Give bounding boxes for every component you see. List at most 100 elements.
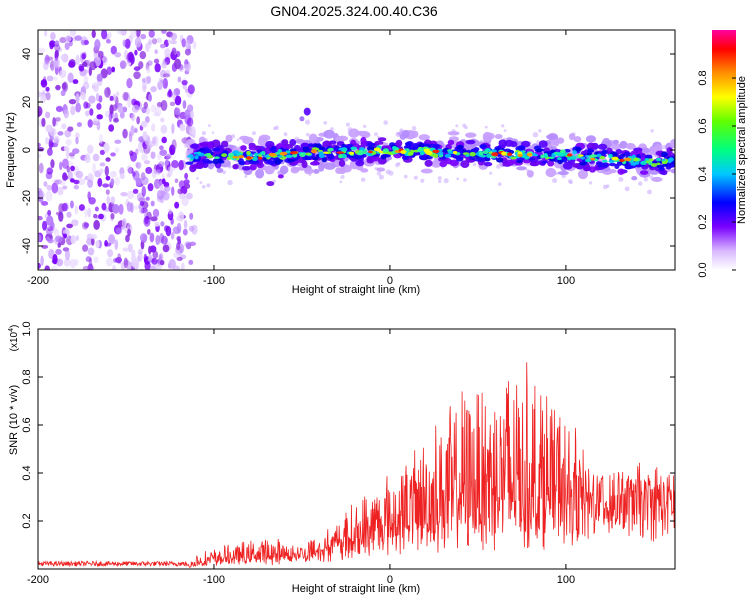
band-blob — [307, 143, 315, 148]
noise-blob — [159, 149, 168, 156]
noise-blob — [188, 225, 195, 232]
noise-blob — [87, 119, 93, 128]
hot-spot — [232, 155, 239, 159]
noise-blob — [178, 243, 185, 254]
noise-blob — [63, 146, 70, 152]
noise-blob — [162, 73, 171, 78]
band-blob — [192, 163, 203, 169]
noise-blob — [47, 147, 53, 156]
noise-blob — [151, 258, 158, 265]
faint-dot — [244, 174, 248, 178]
noise-blob — [171, 47, 177, 55]
band-blob — [568, 133, 576, 141]
noise-blob — [41, 201, 49, 206]
faint-dot — [496, 164, 501, 169]
noise-blob — [115, 91, 120, 97]
noise-blob — [158, 161, 165, 168]
noise-blob — [164, 185, 171, 192]
band-blob — [193, 152, 200, 155]
band-blob — [545, 167, 557, 178]
faint-dot — [443, 178, 449, 184]
noise-blob — [184, 109, 191, 119]
band-blob — [641, 147, 651, 153]
band-blob — [359, 147, 365, 150]
noise-blob — [122, 247, 129, 252]
snr-x-axis-label: Height of straight line (km) — [292, 583, 420, 595]
noise-blob — [153, 58, 160, 64]
faint-dot — [413, 175, 418, 180]
band-blob — [479, 144, 487, 149]
noise-blob — [165, 225, 172, 237]
noise-blob — [111, 66, 116, 73]
noise-blob — [49, 32, 56, 41]
noise-blob — [47, 226, 54, 232]
band-blob — [496, 157, 504, 163]
hot-spot — [491, 152, 499, 157]
noise-blob — [155, 234, 161, 246]
noise-blob — [118, 203, 124, 215]
band-blob — [560, 149, 566, 154]
band-blob — [258, 134, 271, 142]
noise-blob — [98, 95, 103, 103]
noise-blob — [127, 166, 134, 174]
noise-blob — [55, 258, 64, 267]
noise-blob — [167, 39, 172, 44]
noise-blob — [122, 128, 128, 139]
noise-blob — [192, 40, 197, 50]
noise-blob — [88, 257, 93, 268]
hot-spot — [432, 149, 440, 154]
band-blob — [660, 169, 668, 176]
noise-blob — [74, 258, 79, 266]
colorbar: 0.0 0.2 0.4 0.6 0.8 Normalized spectral ampl… — [697, 30, 748, 278]
band-blob — [639, 170, 649, 175]
noise-blob — [99, 168, 104, 174]
feature-blob — [266, 181, 275, 187]
band-blob — [447, 131, 460, 136]
noise-blob — [108, 124, 115, 132]
band-blob — [418, 154, 427, 161]
noise-blob — [174, 178, 179, 184]
band-blob — [567, 155, 572, 161]
faint-dot — [484, 125, 488, 129]
noise-blob — [38, 153, 42, 159]
band-blob — [225, 134, 233, 143]
noise-blob — [174, 201, 180, 209]
y-tick-label: 0 — [21, 147, 33, 153]
noise-blob — [141, 186, 147, 197]
noise-blob — [134, 36, 142, 48]
hot-spot — [323, 151, 329, 154]
noise-blob — [156, 37, 163, 44]
noise-blob — [62, 229, 69, 235]
noise-blob — [171, 139, 177, 151]
band-blob — [424, 159, 433, 167]
band-blob — [517, 146, 525, 151]
band-blob — [304, 167, 314, 175]
band-blob — [340, 164, 352, 173]
snr-series-line — [38, 362, 675, 568]
band-blob — [483, 161, 493, 167]
noise-blob — [62, 185, 68, 190]
faint-dot — [650, 129, 654, 133]
noise-blob — [171, 186, 175, 196]
band-blob — [524, 155, 530, 160]
noise-blob — [110, 170, 117, 178]
noise-blob — [147, 183, 154, 192]
band-blob — [312, 157, 319, 161]
noise-blob — [49, 63, 54, 68]
noise-blob — [83, 39, 89, 45]
band-blob — [585, 158, 592, 163]
colorbar-gradient — [712, 30, 736, 270]
hot-spot — [567, 153, 573, 157]
noise-blob — [105, 175, 111, 181]
noise-blob — [53, 76, 58, 81]
faint-dot — [420, 178, 425, 183]
noise-blob — [135, 148, 139, 155]
colorbar-tick-label: 0.2 — [697, 214, 709, 229]
band-blob — [204, 153, 211, 157]
noise-blob — [139, 233, 148, 243]
band-blob — [308, 133, 318, 143]
faint-dot — [464, 125, 468, 130]
faint-dot — [196, 176, 199, 180]
band-blob — [588, 149, 595, 153]
noise-blob — [148, 30, 155, 38]
